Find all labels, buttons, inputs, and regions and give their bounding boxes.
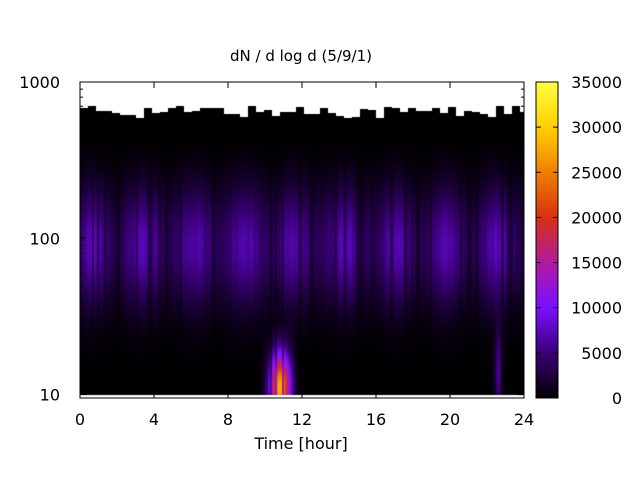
colorbar-tick-label: 25000 — [571, 163, 622, 182]
colorbar-tick-label: 20000 — [571, 208, 622, 227]
x-tick-label: 8 — [223, 410, 233, 429]
x-tick-label: 16 — [366, 410, 386, 429]
x-tick-label: 20 — [440, 410, 460, 429]
chart-title: dN / d log d (5/9/1) — [230, 47, 372, 65]
y-axis: 10 100 1000 — [19, 73, 524, 405]
colorbar: 0 5000 10000 15000 20000 25000 30000 35000 — [535, 73, 622, 408]
colorbar-frame — [535, 81, 559, 399]
y-tick-label: 1000 — [19, 73, 60, 92]
x-tick-label: 0 — [75, 410, 85, 429]
x-axis: 0 4 8 12 16 20 24 — [75, 82, 534, 429]
y-tick-label: 100 — [29, 229, 60, 248]
y-tick-label: 10 — [40, 386, 60, 405]
colorbar-tick-label: 35000 — [571, 73, 622, 92]
colorbar-tick-label: 0 — [612, 389, 622, 408]
x-tick-label: 24 — [514, 410, 534, 429]
colorbar-gradient — [536, 82, 558, 398]
colorbar-tick-label: 10000 — [571, 299, 622, 318]
colorbar-tick-label: 15000 — [571, 254, 622, 273]
x-tick-label: 4 — [149, 410, 159, 429]
colorbar-tick-label: 5000 — [581, 344, 622, 363]
heatmap-area — [80, 82, 524, 398]
x-tick-label: 12 — [292, 410, 312, 429]
x-axis-label: Time [hour] — [253, 434, 347, 453]
colorbar-tick-label: 30000 — [571, 118, 622, 137]
